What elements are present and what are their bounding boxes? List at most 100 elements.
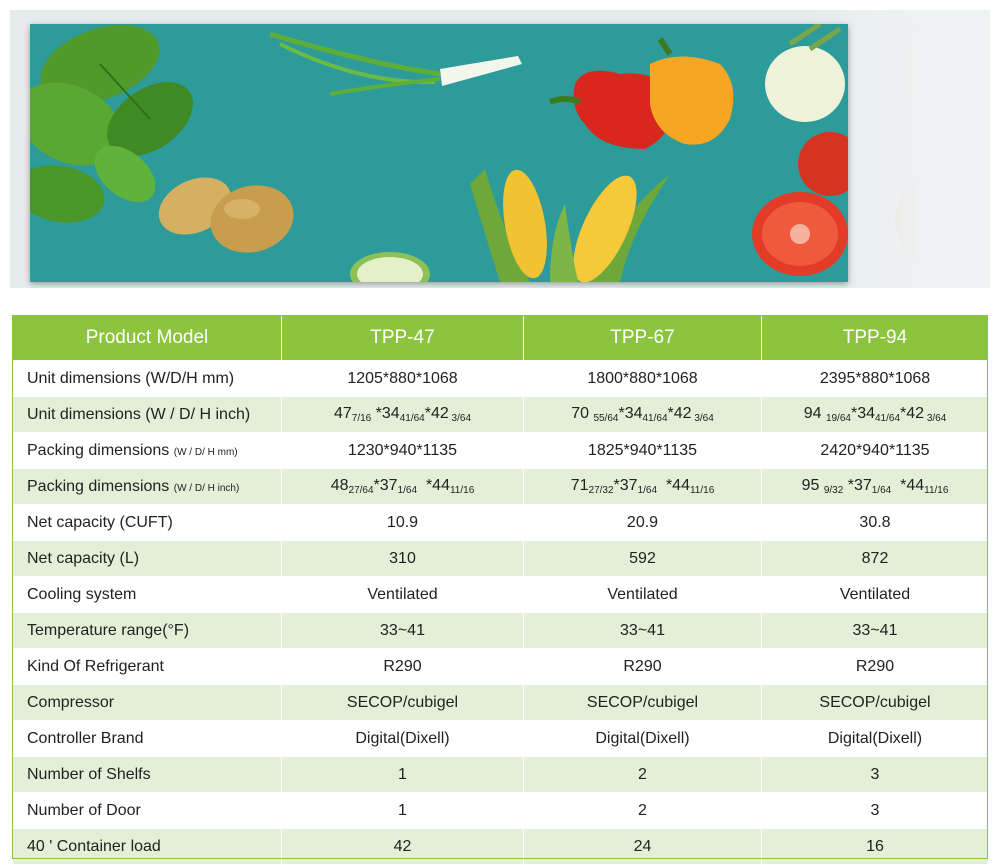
row-label: Cooling system: [12, 576, 282, 613]
fraction-part: 3/64: [924, 413, 947, 424]
integer-part: *44: [657, 477, 690, 494]
row-label-text: Packing dimensions: [27, 441, 170, 459]
table-row: Number of Shelfs 1 2 3: [12, 756, 989, 793]
row-label: Number of Door: [12, 792, 282, 829]
integer-part: 70: [571, 405, 594, 422]
row-label-text: Kind Of Refrigerant: [27, 657, 164, 675]
header-model-2: TPP-67: [523, 315, 762, 361]
row-label-text: Temperature range(°F): [27, 621, 190, 639]
table-header-row: Product Model TPP-47 TPP-67 TPP-94: [12, 315, 989, 361]
row-label-text: Cooling system: [27, 585, 137, 603]
row-label: Controller Brand: [12, 720, 282, 757]
integer-part: *37: [613, 477, 638, 494]
row-label: Packing dimensions (W / D/ H inch): [12, 468, 282, 505]
cell-value: 33~41: [281, 612, 524, 649]
fraction-part: 27/32: [588, 485, 614, 496]
tomatoes: [752, 132, 848, 276]
integer-part: 95: [801, 477, 824, 494]
header-product-model: Product Model: [12, 315, 282, 361]
cell-value: Ventilated: [281, 576, 524, 613]
fraction-part: 3/64: [448, 413, 472, 424]
row-label-text: Packing dimensions: [27, 477, 170, 495]
row-label: Net capacity (L): [12, 540, 282, 577]
row-label-text: Controller Brand: [27, 729, 144, 747]
cell-value: SECOP/cubigel: [281, 684, 524, 721]
integer-part: *34: [618, 405, 643, 422]
row-label: Unit dimensions (W / D/ H inch): [12, 396, 282, 433]
cell-value: 16: [761, 828, 989, 865]
cell-value: 1205*880*1068: [281, 360, 524, 397]
integer-part: *37: [373, 477, 398, 494]
fraction-part: 1/64: [637, 485, 658, 496]
cell-value: Digital(Dixell): [523, 720, 762, 757]
fraction-part: 11/16: [449, 485, 475, 496]
row-label-text: Net capacity (CUFT): [27, 513, 173, 531]
cell-value: 1800*880*1068: [523, 360, 762, 397]
cell-value: 2: [523, 756, 762, 793]
cell-value: 1: [281, 792, 524, 829]
peppers: [548, 37, 734, 149]
table-row: Packing dimensions (W / D/ H mm) 1230*940…: [12, 432, 989, 469]
fennel: [765, 24, 845, 122]
row-label: Unit dimensions (W/D/H mm): [12, 360, 282, 397]
vegetable-illustration: [30, 24, 848, 282]
hero-banner: [10, 10, 990, 288]
cell-value: Digital(Dixell): [281, 720, 524, 757]
specification-table: Product Model TPP-47 TPP-67 TPP-94 Unit …: [12, 315, 989, 865]
fraction-part: 9/32: [823, 485, 844, 496]
cell-value: SECOP/cubigel: [523, 684, 762, 721]
fraction-part: 55/64: [593, 413, 619, 424]
fraction-part: 1/64: [871, 485, 892, 496]
cell-value: 24: [523, 828, 762, 865]
cell-value: 95 9/32 *371/64 *4411/16: [761, 468, 989, 505]
header-model-3: TPP-94: [761, 315, 989, 361]
integer-part: *42: [667, 405, 692, 422]
row-label: Number of Shelfs: [12, 756, 282, 793]
row-label-text: Unit dimensions (W / D/ H inch): [27, 405, 251, 423]
header-model-1: TPP-47: [281, 315, 524, 361]
green-onion: [269, 31, 522, 96]
cell-value: 1825*940*1135: [523, 432, 762, 469]
fraction-part: 3/64: [691, 413, 714, 424]
row-label: Kind Of Refrigerant: [12, 648, 282, 685]
cell-value: 3: [761, 792, 989, 829]
cell-value: 592: [523, 540, 762, 577]
table-row: Packing dimensions (W / D/ H inch) 4827/6…: [12, 468, 989, 505]
integer-part: 71: [570, 477, 589, 494]
cell-value: 2: [523, 792, 762, 829]
fraction-part: 41/64: [399, 413, 425, 424]
row-label: 40 ' Container load: [12, 828, 282, 865]
cell-value: 872: [761, 540, 989, 577]
table-row: Compressor SECOP/cubigel SECOP/cubigel SECO…: [12, 684, 989, 721]
row-label-text: Number of Door: [27, 801, 141, 819]
cell-value: R290: [523, 648, 762, 685]
integer-part: *34: [850, 405, 875, 422]
table-row: Temperature range(°F) 33~41 33~41 33~41: [12, 612, 989, 649]
row-label-text: Number of Shelfs: [27, 765, 151, 783]
row-label: Net capacity (CUFT): [12, 504, 282, 541]
integer-part: *44: [417, 477, 450, 494]
cell-value: 42: [281, 828, 524, 865]
cell-value: 1: [281, 756, 524, 793]
integer-part: *37: [843, 477, 872, 494]
cell-value: 1230*940*1135: [281, 432, 524, 469]
cell-value: Digital(Dixell): [761, 720, 989, 757]
table-row: Net capacity (CUFT) 10.9 20.9 30.8: [12, 504, 989, 541]
cell-value: 30.8: [761, 504, 989, 541]
row-label-text: Compressor: [27, 693, 115, 711]
row-label: Compressor: [12, 684, 282, 721]
cell-value: Ventilated: [761, 576, 989, 613]
fraction-part: 41/64: [642, 413, 668, 424]
fraction-part: 7/16: [351, 413, 372, 424]
fraction-part: 11/16: [689, 485, 715, 496]
cell-value: 2420*940*1135: [761, 432, 989, 469]
integer-part: 47: [333, 405, 352, 422]
cell-value: 94 19/64*3441/64*42 3/64: [761, 396, 989, 433]
table-row: Controller Brand Digital(Dixell) Digital(D…: [12, 720, 989, 757]
corn: [470, 169, 670, 282]
fraction-part: 27/64: [348, 485, 374, 496]
row-label-unit: (W / D/ H mm): [173, 446, 238, 458]
cell-value: R290: [281, 648, 524, 685]
table-row: Unit dimensions (W / D/ H inch) 477/16 *3…: [12, 396, 989, 433]
potatoes: [158, 177, 294, 253]
